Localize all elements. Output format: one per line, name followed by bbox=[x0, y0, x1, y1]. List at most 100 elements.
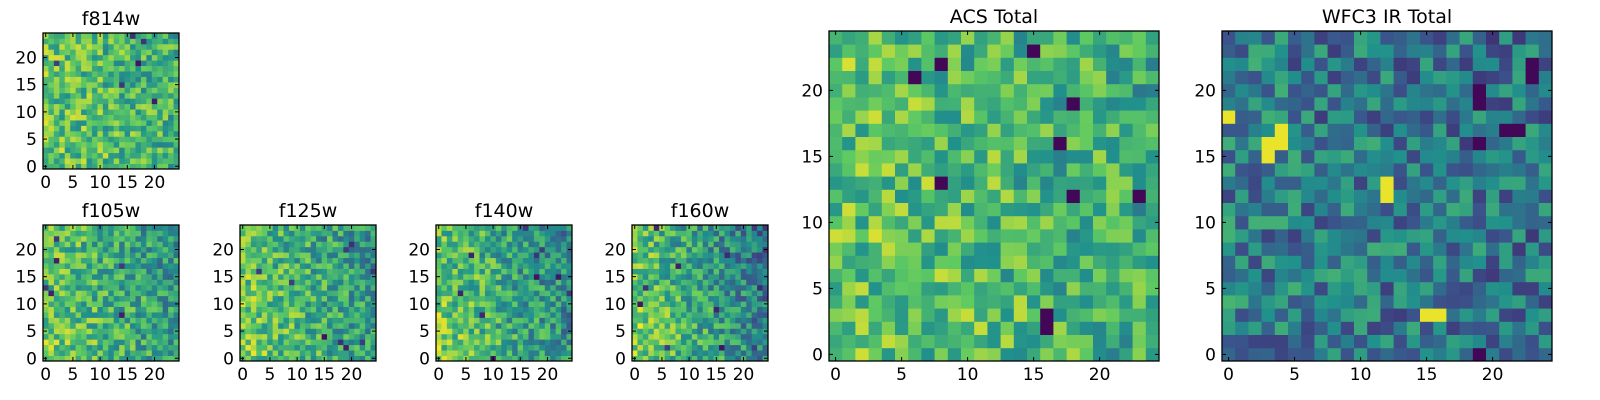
heatmap-cell bbox=[64, 355, 71, 362]
heatmap-cell bbox=[934, 321, 949, 335]
heatmap-cell bbox=[1420, 281, 1434, 296]
heatmap-cell bbox=[974, 70, 988, 85]
heatmap-cell bbox=[168, 76, 174, 83]
heatmap-cell bbox=[495, 241, 502, 248]
heatmap-cell bbox=[446, 355, 453, 362]
heatmap-cell bbox=[1380, 321, 1394, 335]
heatmap-cell bbox=[283, 263, 290, 269]
heatmap-cell bbox=[278, 235, 284, 242]
heatmap-cell bbox=[59, 71, 66, 77]
heatmap-cell bbox=[310, 257, 317, 264]
heatmap-cell bbox=[256, 355, 263, 362]
heatmap-cell bbox=[1367, 163, 1381, 177]
heatmap-cell bbox=[168, 322, 174, 329]
heatmap-cell bbox=[113, 322, 120, 329]
heatmap-cell bbox=[261, 257, 268, 264]
heatmap-cell bbox=[108, 322, 115, 329]
heatmap-cell bbox=[947, 136, 962, 151]
heatmap-cell bbox=[124, 114, 131, 121]
heatmap-cell bbox=[140, 103, 147, 110]
heatmap-cell bbox=[288, 246, 295, 253]
heatmap-cell bbox=[102, 268, 109, 275]
heatmap-cell bbox=[173, 76, 180, 83]
heatmap-cell bbox=[64, 312, 71, 318]
y-tick-label: 5 bbox=[1205, 279, 1216, 299]
heatmap-cell bbox=[102, 54, 109, 61]
heatmap-cell bbox=[751, 295, 758, 302]
heatmap-cell bbox=[113, 317, 120, 324]
heatmap-cell bbox=[1106, 31, 1120, 45]
heatmap-cell bbox=[261, 344, 268, 351]
heatmap-cell bbox=[327, 230, 333, 237]
heatmap-cell bbox=[1327, 44, 1342, 58]
heatmap-cell bbox=[1222, 242, 1236, 256]
heatmap-cell bbox=[1472, 110, 1487, 124]
heatmap-cell bbox=[283, 295, 290, 302]
heatmap-cell bbox=[1472, 163, 1487, 177]
heatmap-cell bbox=[305, 312, 312, 318]
heatmap-cell bbox=[370, 241, 377, 248]
heatmap-cell bbox=[1222, 202, 1236, 217]
heatmap-cell bbox=[1380, 44, 1394, 58]
heatmap-cell bbox=[479, 225, 486, 231]
heatmap-cell bbox=[1314, 110, 1328, 124]
heatmap-cell bbox=[59, 317, 66, 324]
heatmap-cell bbox=[908, 70, 922, 85]
heatmap-cell bbox=[921, 295, 935, 309]
heatmap-cell bbox=[162, 339, 169, 346]
heatmap-cell bbox=[64, 43, 71, 50]
heatmap-cell bbox=[468, 252, 475, 259]
heatmap-cell bbox=[59, 81, 66, 88]
heatmap-cell bbox=[719, 350, 725, 356]
heatmap-cell bbox=[102, 339, 109, 346]
heatmap-cell bbox=[140, 295, 147, 302]
heatmap-cell bbox=[961, 149, 975, 164]
heatmap-cell bbox=[1288, 57, 1302, 71]
heatmap-cell bbox=[1288, 163, 1302, 177]
heatmap-cell bbox=[97, 273, 104, 280]
heatmap-cell bbox=[1525, 57, 1540, 71]
heatmap-cell bbox=[135, 136, 142, 143]
heatmap-cell bbox=[305, 257, 312, 264]
heatmap-cell bbox=[751, 284, 758, 291]
heatmap-cell bbox=[1079, 70, 1094, 85]
heatmap-cell bbox=[501, 312, 508, 318]
heatmap-cell bbox=[561, 355, 567, 362]
heatmap-cell bbox=[829, 295, 843, 309]
heatmap-cells bbox=[43, 225, 180, 362]
heatmap-cell bbox=[1512, 215, 1526, 230]
heatmap-cell bbox=[1472, 176, 1487, 190]
heatmap-cell bbox=[446, 306, 453, 313]
heatmap-cell bbox=[719, 328, 725, 335]
heatmap-cell bbox=[1446, 347, 1460, 362]
heatmap-cell bbox=[1446, 70, 1460, 85]
heatmap-cell bbox=[729, 230, 736, 237]
heatmap-cell bbox=[1222, 215, 1236, 230]
heatmap-cell bbox=[474, 317, 480, 324]
heatmap-cell bbox=[1406, 83, 1421, 98]
heatmap-cell bbox=[91, 152, 98, 159]
heatmap-cell bbox=[151, 333, 158, 340]
heatmap-cell bbox=[708, 328, 714, 335]
heatmap-cell bbox=[642, 290, 649, 297]
heatmap-cell bbox=[1420, 31, 1434, 45]
heatmap-cell bbox=[1314, 229, 1328, 243]
heatmap-cell bbox=[113, 43, 120, 50]
heatmap-cell bbox=[842, 321, 856, 335]
heatmap-cell bbox=[490, 252, 497, 259]
heatmap-cell bbox=[1446, 255, 1460, 269]
heatmap-cell bbox=[1420, 321, 1434, 335]
heatmap-cell bbox=[664, 355, 671, 362]
heatmap-cell bbox=[719, 225, 725, 231]
heatmap-cell bbox=[86, 301, 93, 307]
heatmap-cell bbox=[550, 333, 557, 340]
heatmap-cell bbox=[267, 328, 274, 335]
heatmap-cell bbox=[670, 333, 676, 340]
heatmap-cell bbox=[1327, 242, 1342, 256]
heatmap-cell bbox=[1512, 281, 1526, 296]
heatmap-cell bbox=[506, 306, 513, 313]
heatmap-cell bbox=[686, 317, 693, 324]
heatmap-cell bbox=[1393, 255, 1408, 269]
heatmap-cell bbox=[1093, 189, 1107, 203]
heatmap-cell bbox=[855, 242, 869, 256]
